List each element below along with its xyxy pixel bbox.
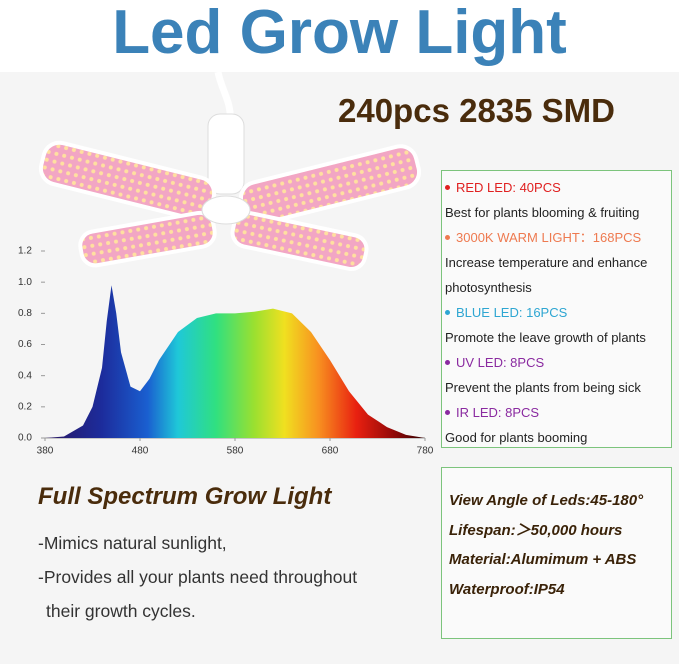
x-tick-label: 380 [37, 446, 54, 457]
feature-label: RED LED: 40PCS [456, 180, 561, 195]
feature-label: UV LED: 8PCS [456, 355, 545, 370]
y-tick-label: 0.0 [18, 433, 32, 444]
spectrum-line: their growth cycles. [46, 601, 196, 621]
feature-label-row: 3000K WARM LIGHT：168PCS [445, 225, 671, 250]
bullet [445, 310, 450, 316]
feature-box: RED LED: 40PCS Best for plants blooming &… [441, 170, 672, 448]
x-tick-label: 680 [322, 446, 339, 457]
x-tick-label: 780 [417, 446, 434, 457]
illustration: 0.0 0.2 0.4 0.6 0.8 1.0 1.2 380 480 580 680 780 [18, 72, 434, 457]
spec-box: View Angle of Leds:45-180° Lifespan:＞50,0… [441, 467, 672, 639]
spectrum-chart: 0.0 0.2 0.4 0.6 0.8 1.0 1.2 380 480 580 680 780 [18, 246, 434, 457]
bullet [445, 410, 450, 416]
spec-line: View Angle of Leds:45-180° [449, 492, 644, 509]
feature-label: 3000K WARM LIGHT：168PCS [456, 230, 642, 245]
feature-text: Good for plants booming [445, 430, 588, 445]
feature-label-row: BLUE LED: 16PCS [445, 300, 671, 325]
y-tick-label: 0.8 [18, 308, 32, 319]
y-tick-label: 1.2 [18, 246, 32, 257]
feature-label: BLUE LED: 16PCS [456, 305, 568, 320]
spectrum-title: Full Spectrum Grow Light [38, 483, 332, 510]
title: Led Grow Light [0, 0, 679, 72]
spectrum-line: -Provides all your plants need throughou… [38, 567, 358, 587]
subtitle: 240pcs 2835 SMD [338, 92, 616, 129]
feature-text: Increase temperature and enhance photosy… [445, 255, 648, 295]
x-tick-label: 480 [132, 446, 149, 457]
feature-label-row: IR LED: 8PCS [445, 400, 671, 425]
lamp [38, 72, 422, 271]
spec-line: Material:Alumimum + ABS [449, 551, 637, 568]
spectrum-area [45, 285, 425, 438]
feature-text: Prevent the plants from being sick [445, 380, 641, 395]
feature-text: Promote the leave growth of plants [445, 330, 646, 345]
y-tick-label: 0.4 [18, 370, 32, 381]
bullet [445, 185, 450, 191]
spec-line: Lifespan:＞50,000 hours [449, 521, 623, 539]
feature-label-row: UV LED: 8PCS [445, 350, 671, 375]
bullet [445, 360, 450, 366]
feature-label-row: RED LED: 40PCS [445, 175, 671, 200]
feature-text: Best for plants blooming & fruiting [445, 205, 640, 220]
y-tick-label: 0.2 [18, 401, 32, 412]
y-tick-label: 1.0 [18, 277, 32, 288]
spectrum-line: -Mimics natural sunlight, [38, 533, 227, 553]
y-tick-label: 0.6 [18, 339, 32, 350]
spec-line: Waterproof:IP54 [449, 580, 565, 598]
x-tick-label: 580 [227, 446, 244, 457]
bullet [445, 235, 450, 241]
feature-label: IR LED: 8PCS [456, 405, 540, 420]
